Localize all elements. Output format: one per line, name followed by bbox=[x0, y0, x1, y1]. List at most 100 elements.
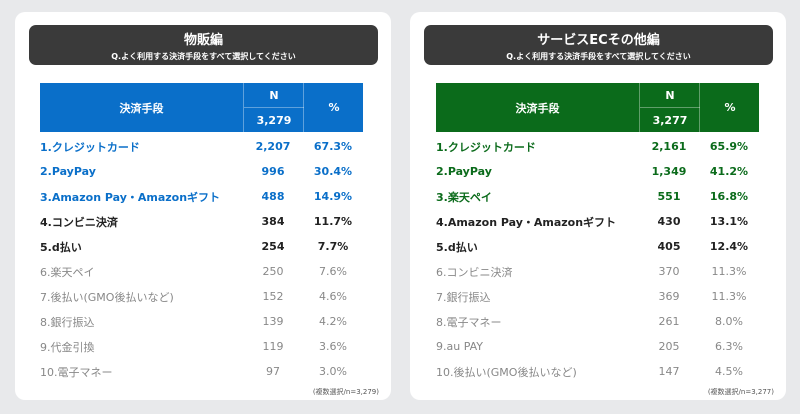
table-header: 決済手段 N 3,279 % bbox=[40, 83, 363, 132]
method-label: 8.電子マネー bbox=[436, 315, 502, 329]
method-label: 10.後払い(GMO後払いなど) bbox=[436, 365, 577, 379]
method-label: 1.クレジットカード bbox=[436, 140, 536, 154]
table-row: 1.クレジットカード 2,207 67.3% bbox=[40, 134, 363, 159]
n-total: 3,277 bbox=[639, 108, 700, 132]
method-label: 2.PayPay bbox=[40, 165, 96, 178]
panel-title: サービスECその他編 bbox=[537, 33, 660, 48]
method-label: 2.PayPay bbox=[436, 165, 492, 178]
count-value: 369 bbox=[658, 290, 680, 303]
table-row: 2.PayPay 996 30.4% bbox=[40, 159, 363, 184]
count-value: 205 bbox=[658, 340, 680, 353]
percent-value: 3.6% bbox=[319, 340, 347, 353]
count-value: 430 bbox=[657, 215, 681, 228]
method-label: 5.d払い bbox=[436, 240, 478, 254]
percent-value: 7.7% bbox=[317, 240, 349, 253]
table-row: 6.楽天ペイ 250 7.6% bbox=[40, 259, 363, 284]
percent-value: 11.3% bbox=[711, 290, 747, 303]
table-row: 7.後払い(GMO後払いなど) 152 4.6% bbox=[40, 284, 363, 309]
method-label: 7.後払い(GMO後払いなど) bbox=[40, 290, 174, 304]
percent-value: 13.1% bbox=[709, 215, 749, 228]
column-method: 決済手段 bbox=[515, 101, 560, 115]
percent-value: 6.3% bbox=[715, 340, 743, 353]
percent-value: 12.4% bbox=[709, 240, 749, 253]
column-n: N bbox=[243, 83, 304, 108]
table-row: 8.電子マネー 261 8.0% bbox=[436, 309, 759, 334]
table-row: 2.PayPay 1,349 41.2% bbox=[436, 159, 759, 184]
count-value: 250 bbox=[262, 265, 284, 278]
footnote: (複数選択/n=3,277) bbox=[707, 388, 774, 396]
percent-value: 11.7% bbox=[313, 215, 353, 228]
count-value: 1,349 bbox=[651, 165, 687, 178]
count-value: 152 bbox=[262, 290, 284, 303]
panel-header: 物販編 Q.よく利用する決済手段をすべて選択してください bbox=[29, 25, 378, 65]
table-row: 1.クレジットカード 2,161 65.9% bbox=[436, 134, 759, 159]
count-value: 2,161 bbox=[651, 140, 687, 153]
method-label: 10.電子マネー bbox=[40, 365, 113, 379]
table-row: 9.au PAY 205 6.3% bbox=[436, 334, 759, 359]
table-row: 5.d払い 254 7.7% bbox=[40, 234, 363, 259]
count-value: 551 bbox=[657, 190, 681, 203]
table-row: 9.代金引換 119 3.6% bbox=[40, 334, 363, 359]
count-value: 254 bbox=[261, 240, 285, 253]
percent-value: 4.2% bbox=[319, 315, 347, 328]
footnote: (複数選択/n=3,279) bbox=[312, 388, 379, 396]
percent-value: 16.8% bbox=[709, 190, 749, 203]
method-label: 8.銀行振込 bbox=[40, 315, 95, 329]
count-value: 370 bbox=[658, 265, 680, 278]
count-value: 405 bbox=[657, 240, 681, 253]
count-value: 261 bbox=[658, 315, 680, 328]
count-value: 384 bbox=[261, 215, 285, 228]
table-row: 6.コンビニ決済 370 11.3% bbox=[436, 259, 759, 284]
percent-value: 65.9% bbox=[709, 140, 749, 153]
table-row: 10.後払い(GMO後払いなど) 147 4.5% bbox=[436, 359, 759, 384]
table-header: 決済手段 N 3,277 % bbox=[436, 83, 759, 132]
table-row: 8.銀行振込 139 4.2% bbox=[40, 309, 363, 334]
method-label: 4.コンビニ決済 bbox=[40, 215, 118, 229]
column-pct: % bbox=[699, 83, 760, 132]
method-label: 1.クレジットカード bbox=[40, 140, 140, 154]
table-row: 3.Amazon Pay・Amazonギフト 488 14.9% bbox=[40, 184, 363, 209]
column-pct: % bbox=[303, 83, 364, 132]
percent-value: 67.3% bbox=[313, 140, 353, 153]
method-label: 4.Amazon Pay・Amazonギフト bbox=[436, 215, 617, 229]
method-label: 7.銀行振込 bbox=[436, 290, 491, 304]
count-value: 488 bbox=[261, 190, 285, 203]
table-row: 4.Amazon Pay・Amazonギフト 430 13.1% bbox=[436, 209, 759, 234]
percent-value: 4.6% bbox=[319, 290, 347, 303]
count-value: 119 bbox=[262, 340, 284, 353]
panel-header: サービスECその他編 Q.よく利用する決済手段をすべて選択してください bbox=[424, 25, 773, 65]
count-value: 97 bbox=[266, 365, 280, 378]
table-row: 5.d払い 405 12.4% bbox=[436, 234, 759, 259]
panel-question: Q.よく利用する決済手段をすべて選択してください bbox=[506, 52, 691, 61]
percent-value: 11.3% bbox=[711, 265, 747, 278]
panel-title: 物販編 bbox=[183, 33, 223, 48]
percent-value: 14.9% bbox=[313, 190, 353, 203]
method-label: 3.楽天ペイ bbox=[436, 190, 492, 204]
table-body: 1.クレジットカード 2,161 65.9% 2.PayPay 1,349 41… bbox=[436, 134, 759, 384]
table-body: 1.クレジットカード 2,207 67.3% 2.PayPay 996 30.4… bbox=[40, 134, 363, 384]
count-value: 139 bbox=[262, 315, 284, 328]
method-label: 9.代金引換 bbox=[40, 340, 95, 354]
percent-value: 3.0% bbox=[319, 365, 347, 378]
percent-value: 7.6% bbox=[319, 265, 347, 278]
percent-value: 30.4% bbox=[313, 165, 353, 178]
table-row: 3.楽天ペイ 551 16.8% bbox=[436, 184, 759, 209]
panel-question: Q.よく利用する決済手段をすべて選択してください bbox=[111, 52, 296, 61]
method-label: 5.d払い bbox=[40, 240, 82, 254]
percent-value: 4.5% bbox=[715, 365, 743, 378]
percent-value: 8.0% bbox=[715, 315, 743, 328]
percent-value: 41.2% bbox=[709, 165, 749, 178]
table-row: 10.電子マネー 97 3.0% bbox=[40, 359, 363, 384]
column-n: N bbox=[639, 83, 700, 108]
method-label: 6.楽天ペイ bbox=[40, 265, 95, 279]
survey-panel: 物販編 Q.よく利用する決済手段をすべて選択してください 決済手段 N 3,27… bbox=[15, 12, 391, 400]
method-label: 3.Amazon Pay・Amazonギフト bbox=[40, 190, 221, 204]
survey-panel: サービスECその他編 Q.よく利用する決済手段をすべて選択してください 決済手段… bbox=[410, 12, 786, 400]
count-value: 996 bbox=[261, 165, 285, 178]
method-label: 6.コンビニ決済 bbox=[436, 265, 513, 279]
method-label: 9.au PAY bbox=[436, 340, 484, 353]
count-value: 147 bbox=[658, 365, 680, 378]
count-value: 2,207 bbox=[255, 140, 291, 153]
table-row: 4.コンビニ決済 384 11.7% bbox=[40, 209, 363, 234]
table-row: 7.銀行振込 369 11.3% bbox=[436, 284, 759, 309]
